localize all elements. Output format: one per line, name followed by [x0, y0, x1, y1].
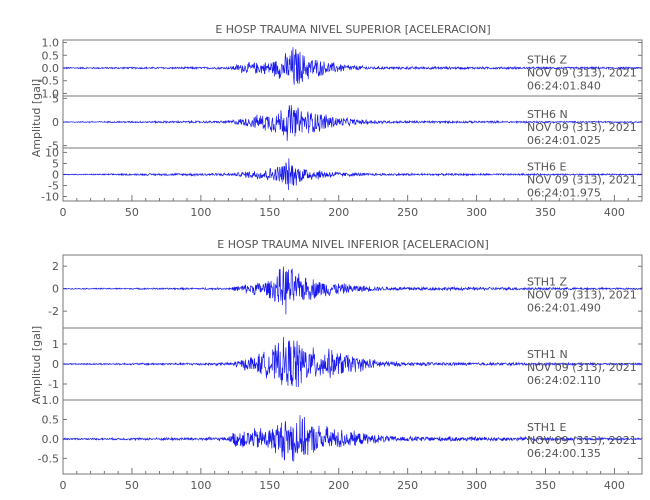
time-label: 06:24:01.840 [527, 80, 601, 93]
x-tick-label: 350 [535, 479, 556, 492]
y-tick-label: 1 [52, 338, 59, 351]
y-tick-label: 0 [52, 116, 59, 129]
waveform-trace [62, 47, 643, 85]
x-tick-label: 350 [535, 206, 556, 219]
y-tick-label: -2 [48, 305, 59, 318]
x-axis-lower: 0 50 100 150 200 250 300 350 400 [60, 468, 629, 492]
station-component-label: STH6 E [527, 160, 566, 173]
time-label: 06:24:00.135 [527, 447, 601, 460]
date-label: NOV 09 (313), 2021 [527, 289, 637, 302]
x-tick-label: 100 [190, 206, 211, 219]
y-tick-label: 0.0 [42, 62, 60, 75]
y-tick-label: 0 [52, 358, 59, 371]
y-tick-label: 10 [45, 146, 59, 159]
station-component-label: STH1 E [527, 421, 566, 434]
y-tick-label: -0.5 [38, 452, 59, 465]
x-tick-label: 300 [466, 206, 487, 219]
y-tick-label: 0.5 [42, 49, 60, 62]
x-tick-label: 150 [259, 479, 280, 492]
y-tick-label: 0 [52, 283, 59, 296]
y-axis-label-lower: Amplitud [gal] [30, 326, 43, 404]
waveform-trace [62, 105, 643, 141]
y-tick-label: -10 [41, 191, 59, 204]
y-tick-label: 5 [52, 157, 59, 170]
x-tick-label: 400 [604, 206, 625, 219]
date-label: NOV 09 (313), 2021 [527, 67, 637, 80]
time-label: 06:24:02.110 [527, 374, 601, 387]
date-label: NOV 09 (313), 2021 [527, 434, 637, 447]
time-label: 06:24:01.025 [527, 134, 601, 147]
y-tick-label: 5 [52, 92, 59, 105]
x-tick-label: 300 [466, 479, 487, 492]
chart-upper: E HOSP TRAUMA NIVEL SUPERIOR [ACELERACIO… [30, 23, 643, 219]
chart-title-lower: E HOSP TRAUMA NIVEL INFERIOR [ACELERACIO… [217, 238, 488, 251]
x-tick-label: 50 [125, 206, 139, 219]
y-tick-label: -5 [48, 140, 59, 153]
y-tick-label: 0.5 [42, 413, 60, 426]
x-tick-label: 0 [60, 206, 67, 219]
y-tick-label: 2 [52, 260, 59, 273]
station-component-label: STH1 N [527, 348, 568, 361]
time-label: 06:24:01.490 [527, 302, 601, 315]
y-tick-label: -0.5 [38, 75, 59, 88]
y-axis-label-upper: Amplitud [gal] [30, 79, 43, 157]
y-tick-label: -1 [48, 378, 59, 391]
time-label: 06:24:01.975 [527, 186, 601, 199]
y-tick-label: 0 [52, 169, 59, 182]
waveform-trace [62, 415, 643, 462]
x-tick-label: 150 [259, 206, 280, 219]
date-label: NOV 09 (313), 2021 [527, 121, 637, 134]
waveform-trace [62, 158, 643, 191]
station-component-label: STH1 Z [527, 276, 567, 289]
chart-title-upper: E HOSP TRAUMA NIVEL SUPERIOR [ACELERACIO… [215, 23, 490, 36]
x-tick-label: 100 [190, 479, 211, 492]
chart-lower: E HOSP TRAUMA NIVEL INFERIOR [ACELERACIO… [30, 238, 643, 492]
waveform-trace [62, 266, 643, 315]
date-label: NOV 09 (313), 2021 [527, 173, 637, 186]
x-tick-label: 50 [125, 479, 139, 492]
x-axis-upper: 0 50 100 150 200 250 300 350 400 [60, 195, 629, 219]
x-tick-label: 200 [328, 206, 349, 219]
x-tick-label: 400 [604, 479, 625, 492]
x-tick-label: 250 [397, 479, 418, 492]
y-tick-label: 0.0 [42, 433, 60, 446]
x-tick-label: 0 [60, 479, 67, 492]
y-tick-label: 1.0 [42, 37, 60, 50]
y-tick-label: 1.0 [42, 394, 60, 407]
y-tick-label: -1.0 [38, 87, 59, 100]
station-component-label: STH6 Z [527, 54, 567, 67]
waveform-trace [62, 336, 643, 388]
x-tick-label: 250 [397, 206, 418, 219]
y-tick-label: -5 [48, 180, 59, 193]
x-tick-label: 200 [328, 479, 349, 492]
station-component-label: STH6 N [527, 108, 568, 121]
date-label: NOV 09 (313), 2021 [527, 361, 637, 374]
